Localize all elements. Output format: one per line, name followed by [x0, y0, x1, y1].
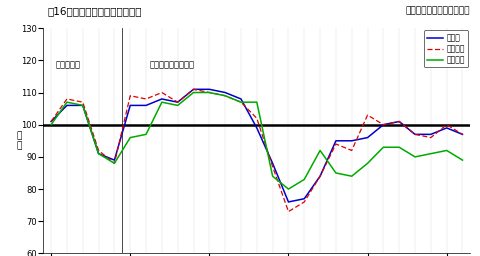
その他用 — [222, 94, 228, 97]
Line: 鉱工業用: 鉱工業用 — [51, 89, 463, 212]
鉱工業用 — [396, 120, 402, 123]
生産財 — [175, 101, 180, 104]
生産財 — [111, 158, 117, 162]
その他用 — [412, 155, 418, 158]
その他用 — [143, 133, 149, 136]
その他用 — [365, 162, 371, 165]
生産財 — [381, 123, 386, 126]
鉱工業用 — [254, 117, 260, 120]
Text: 第16図　生産財出荷指数の推移: 第16図 生産財出荷指数の推移 — [48, 6, 143, 16]
鉱工業用 — [238, 101, 244, 104]
生産財 — [96, 152, 101, 155]
生産財 — [333, 139, 339, 142]
鉱工業用 — [111, 162, 117, 165]
その他用 — [460, 158, 466, 162]
生産財 — [286, 200, 291, 204]
鉱工業用 — [175, 101, 180, 104]
その他用 — [381, 146, 386, 149]
その他用 — [96, 152, 101, 155]
鉱工業用 — [143, 98, 149, 101]
生産財 — [238, 98, 244, 101]
生産財 — [396, 120, 402, 123]
鉱工業用 — [222, 94, 228, 97]
生産財 — [428, 133, 434, 136]
鉱工業用 — [333, 143, 339, 146]
鉱工業用 — [159, 91, 165, 94]
鉱工業用 — [48, 120, 54, 123]
Text: （季節調整済指数）: （季節調整済指数） — [149, 60, 194, 69]
その他用 — [301, 178, 307, 181]
鉱工業用 — [412, 133, 418, 136]
鉱工業用 — [365, 113, 371, 116]
生産財 — [412, 133, 418, 136]
鉱工業用 — [317, 175, 323, 178]
生産財 — [444, 126, 450, 130]
Line: その他用: その他用 — [51, 92, 463, 189]
生産財 — [222, 91, 228, 94]
生産財 — [317, 175, 323, 178]
その他用 — [396, 146, 402, 149]
その他用 — [80, 104, 85, 107]
その他用 — [206, 91, 212, 94]
生産財 — [254, 126, 260, 130]
鉱工業用 — [301, 200, 307, 204]
その他用 — [286, 188, 291, 191]
鉱工業用 — [381, 123, 386, 126]
生産財 — [127, 104, 133, 107]
その他用 — [175, 104, 180, 107]
生産財 — [301, 197, 307, 200]
その他用 — [444, 149, 450, 152]
生産財 — [349, 139, 355, 142]
鉱工業用 — [96, 149, 101, 152]
鉱工業用 — [127, 94, 133, 97]
その他用 — [349, 175, 355, 178]
その他用 — [48, 123, 54, 126]
鉱工業用 — [460, 133, 466, 136]
生産財 — [206, 88, 212, 91]
生産財 — [159, 98, 165, 101]
生産財 — [365, 136, 371, 139]
鉱工業用 — [206, 91, 212, 94]
鉱工業用 — [444, 123, 450, 126]
Legend: 生産財, 鉱工業用, その他用: 生産財, 鉱工業用, その他用 — [424, 30, 468, 67]
鉱工業用 — [191, 88, 196, 91]
その他用 — [428, 152, 434, 155]
鉱工業用 — [349, 149, 355, 152]
生産財 — [460, 133, 466, 136]
生産財 — [48, 120, 54, 123]
鉱工業用 — [270, 165, 276, 168]
その他用 — [64, 101, 70, 104]
生産財 — [143, 104, 149, 107]
その他用 — [191, 91, 196, 94]
鉱工業用 — [286, 210, 291, 213]
Y-axis label: 指
数: 指 数 — [17, 131, 23, 151]
その他用 — [238, 101, 244, 104]
鉱工業用 — [428, 136, 434, 139]
その他用 — [270, 175, 276, 178]
Text: （平成７年＝１００．０）: （平成７年＝１００．０） — [406, 6, 470, 15]
その他用 — [127, 136, 133, 139]
鉱工業用 — [80, 101, 85, 104]
その他用 — [159, 101, 165, 104]
その他用 — [333, 172, 339, 175]
生産財 — [191, 88, 196, 91]
その他用 — [317, 149, 323, 152]
その他用 — [111, 162, 117, 165]
Text: （原指数）: （原指数） — [56, 60, 81, 69]
その他用 — [254, 101, 260, 104]
Line: 生産財: 生産財 — [51, 89, 463, 202]
鉱工業用 — [64, 98, 70, 101]
生産財 — [64, 104, 70, 107]
生産財 — [80, 104, 85, 107]
生産財 — [270, 162, 276, 165]
